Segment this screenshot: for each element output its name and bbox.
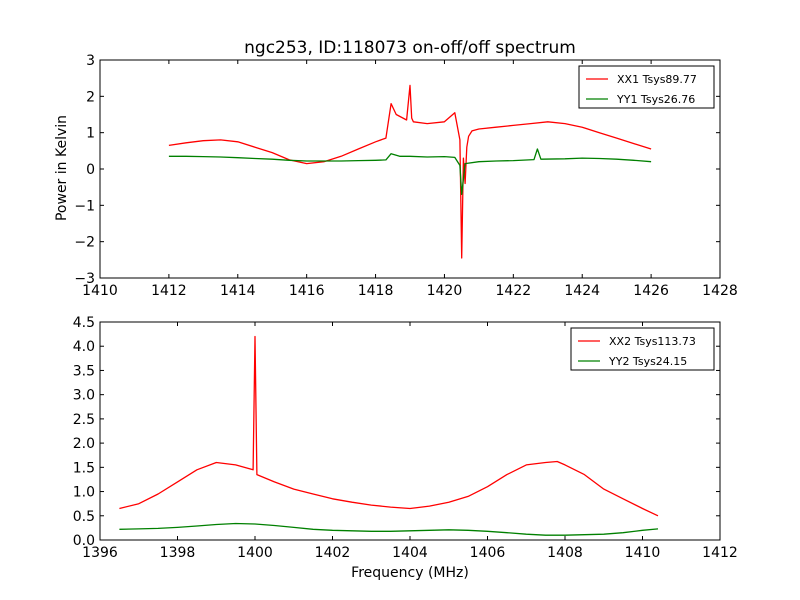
y-tick-label: 1 [86, 126, 95, 142]
x-tick-label: 1418 [358, 283, 394, 299]
x-tick-label: 1404 [392, 545, 428, 561]
top-panel: 1410 1412 1414 1416 1418 1420 1422 1424 1426 1428… [74, 53, 737, 299]
y-tick-label: −1 [74, 198, 95, 214]
y-tick-label: 1.5 [73, 460, 95, 476]
y-tick-label: 0.5 [73, 509, 95, 525]
series-line-1-2 [168, 148, 652, 196]
x-tick-label: 1408 [547, 545, 583, 561]
x-tick-label: 1426 [633, 283, 669, 299]
x-tick-label: 1396 [82, 545, 118, 561]
y-tick-label: −3 [74, 271, 95, 287]
x-tick-label: 1420 [427, 283, 463, 299]
y-tick-label: 4.5 [73, 315, 95, 331]
x-tick-label: 1410 [625, 545, 661, 561]
y-tick-label: 2.5 [73, 412, 95, 428]
y-tick-label: 3 [86, 53, 95, 69]
y-axis-label: Power in Kelvin [54, 115, 70, 221]
x-axis-label: Frequency (MHz) [351, 565, 469, 581]
x-tick-label: 1410 [82, 283, 118, 299]
y-tick-label: 3.5 [73, 363, 95, 379]
legend-box [570, 327, 715, 371]
y-tick-label: 4.0 [73, 339, 95, 355]
x-tick-label: 1412 [702, 545, 738, 561]
x-tick-label: 1424 [564, 283, 600, 299]
x-tick-label: 1406 [470, 545, 506, 561]
legend: XX2 Tsys113.73 YY2 Tsys24.15 [570, 327, 715, 371]
y-tick-label: −2 [74, 235, 95, 251]
series-line-2-1 [119, 335, 659, 517]
legend-label: XX1 Tsys89.77 [617, 73, 697, 86]
y-tick-label: 0 [86, 162, 95, 178]
chart-title: ngc253, ID:118073 on-off/off spectrum [244, 38, 576, 58]
y-tick-label: 2.0 [73, 436, 95, 452]
x-tick-label: 1416 [289, 283, 325, 299]
legend-label: YY2 Tsys24.15 [608, 355, 687, 368]
y-tick-label: 2 [86, 89, 95, 105]
x-tick-label: 1398 [160, 545, 196, 561]
legend-label: YY1 Tsys26.76 [616, 93, 695, 106]
legend: XX1 Tsys89.77 YY1 Tsys26.76 [578, 65, 715, 109]
x-tick-label: 1400 [237, 545, 273, 561]
legend-box [578, 65, 715, 109]
x-tick-label: 1428 [702, 283, 738, 299]
y-tick-label: 3.0 [73, 388, 95, 404]
bottom-panel: 1396 1398 1400 1402 1404 1406 1408 1410 1412 0.0 0… [73, 315, 738, 561]
legend-label: XX2 Tsys113.73 [609, 335, 696, 348]
x-tick-label: 1414 [220, 283, 256, 299]
series-line-1-1 [168, 84, 652, 259]
x-tick-label: 1422 [496, 283, 532, 299]
y-tick-label: 1.0 [73, 485, 95, 501]
series-line-2-2 [119, 522, 659, 536]
y-tick-label: 0.0 [73, 533, 95, 549]
x-tick-label: 1402 [315, 545, 351, 561]
x-tick-label: 1412 [151, 283, 187, 299]
